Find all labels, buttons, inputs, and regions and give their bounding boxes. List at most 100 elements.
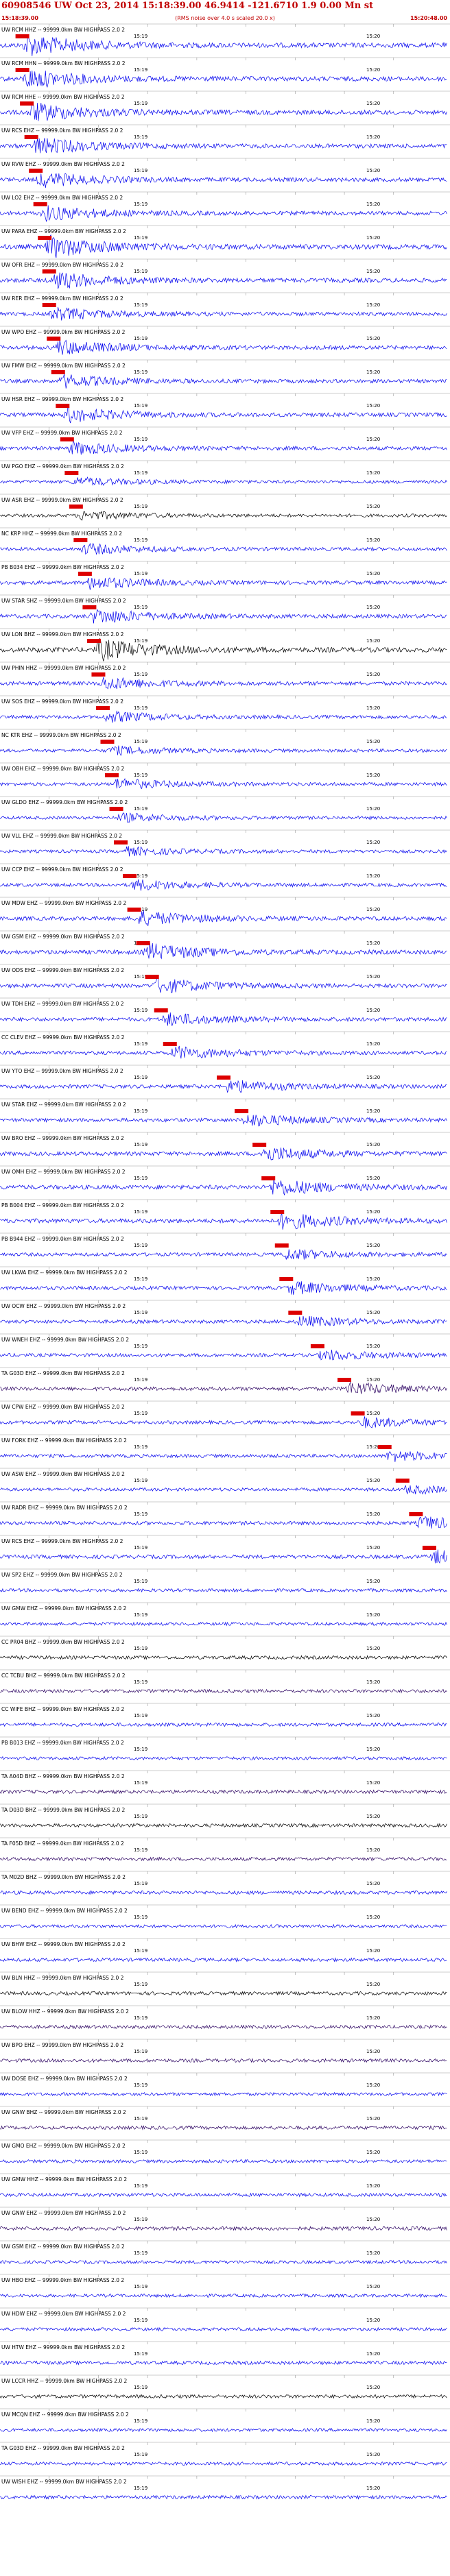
trace-row: UW SP2 EHZ -- 99999.0km BW HIGHPASS 2.0 … bbox=[0, 1568, 450, 1593]
trace-row: UW BEND EHZ -- 99999.0km BW HIGHPASS 2.0… bbox=[0, 1904, 450, 1929]
tick-label: 15:20 bbox=[366, 1646, 380, 1651]
tick-label: 15:19 bbox=[134, 537, 147, 543]
pick-marker bbox=[64, 471, 79, 475]
tick-label: 15:19 bbox=[134, 2015, 147, 2021]
tick-label: 15:19 bbox=[134, 638, 147, 644]
trace-label: TA A04D BHZ -- 99999.0km BW HIGHPASS 2.0… bbox=[1, 1773, 125, 1779]
tick-label: 15:20 bbox=[366, 1142, 380, 1147]
pick-marker bbox=[78, 572, 92, 576]
waveform bbox=[0, 339, 447, 355]
trace-label: UW RCM HHN -- 99999.0km BW HIGHPASS 2.0 … bbox=[1, 60, 126, 66]
trace-label: UW OBH EHZ -- 99999.0km BW HIGHPASS 2.0 … bbox=[1, 766, 124, 772]
tick-label: 15:19 bbox=[134, 2183, 147, 2189]
pick-marker bbox=[217, 1076, 230, 1080]
trace-row: TA M02D BHZ -- 99999.0km BW HIGHPASS 2.0… bbox=[0, 1871, 450, 1895]
tick-label: 15:19 bbox=[134, 134, 147, 140]
trace-row: UW RCS EHZ -- 99999.0km BW HIGHPASS 2.0 … bbox=[0, 124, 450, 154]
trace-row: UW MCQN EHZ -- 99999.0km BW HIGHPASS 2.0… bbox=[0, 2408, 450, 2433]
trace-row: UW GSM EHZ -- 99999.0km BW HIGHPASS 2.0 … bbox=[0, 930, 450, 960]
trace-row: UW ASR EHZ -- 99999.0km BW HIGHPASS 2.0 … bbox=[0, 494, 450, 521]
tick-label: 15:19 bbox=[134, 302, 147, 308]
trace-label: TA D03D BHZ -- 99999.0km BW HIGHPASS 2.0… bbox=[1, 1807, 126, 1813]
pick-marker bbox=[20, 101, 34, 106]
trace-row: PB B013 EHZ -- 99999.0km BW HIGHPASS 2.0… bbox=[0, 1736, 450, 1761]
pick-marker bbox=[29, 169, 43, 173]
trace-label: UW FMW EHZ -- 99999.0km BW HIGHPASS 2.0 … bbox=[1, 363, 126, 369]
tick-label: 15:19 bbox=[134, 672, 147, 677]
trace-label: CC CLEV EHZ -- 99999.0km BW HIGHPASS 2.0… bbox=[1, 1034, 125, 1041]
tick-label: 15:20 bbox=[366, 67, 380, 73]
waveform bbox=[0, 70, 447, 88]
trace-row: UW RADR EHZ -- 99999.0km BW HIGHPASS 2.0… bbox=[0, 1501, 450, 1529]
pick-marker bbox=[163, 1042, 177, 1046]
trace-row: UW GMO EHZ -- 99999.0km BW HIGHPASS 2.0 … bbox=[0, 2139, 450, 2164]
tick-label: 15:19 bbox=[134, 1814, 147, 1819]
waveform bbox=[0, 102, 447, 121]
trace-label: UW WISH EHZ -- 99999.0km BW HIGHPASS 2.0… bbox=[1, 2479, 127, 2485]
tick-label: 15:19 bbox=[134, 403, 147, 409]
tick-label: 15:20 bbox=[366, 2015, 380, 2021]
trace-label: UW DOSE EHZ -- 99999.0km BW HIGHPASS 2.0… bbox=[1, 2076, 128, 2082]
noise-note: (RMS noise over 4.0 s scaled 20.0 x) bbox=[175, 15, 275, 21]
pick-marker bbox=[15, 34, 29, 38]
trace-label: UW SP2 EHZ -- 99999.0km BW HIGHPASS 2.0 … bbox=[1, 1572, 123, 1578]
trace-row: UW PARA EHZ -- 99999.0km BW HIGHPASS 2.0… bbox=[0, 225, 450, 258]
tick-label: 15:20 bbox=[366, 134, 380, 140]
waveform bbox=[0, 36, 447, 56]
trace-row: UW HTW EHZ -- 99999.0km BW HIGHPASS 2.0 … bbox=[0, 2341, 450, 2366]
tick-label: 15:19 bbox=[134, 235, 147, 241]
pick-marker bbox=[261, 1176, 276, 1180]
tick-label: 15:20 bbox=[366, 1108, 380, 1114]
trace-label: UW ODS EHZ -- 99999.0km BW HIGHPASS 2.0 … bbox=[1, 967, 124, 973]
waveform bbox=[0, 1315, 447, 1327]
trace-row: UW WNEH EHZ -- 99999.0km BW HIGHPASS 2.0… bbox=[0, 1333, 450, 1361]
trace-label: UW WNEH EHZ -- 99999.0km BW HIGHPASS 2.0… bbox=[1, 1337, 129, 1343]
waveform bbox=[0, 2293, 447, 2298]
tick-label: 15:20 bbox=[366, 1713, 380, 1718]
trace-row: TA D03D BHZ -- 99999.0km BW HIGHPASS 2.0… bbox=[0, 1803, 450, 1828]
pick-marker bbox=[105, 773, 119, 777]
trace-label: UW OCW EHZ -- 99999.0km BW HIGHPASS 2.0 … bbox=[1, 1303, 126, 1309]
pick-marker bbox=[91, 672, 106, 677]
trace-label: UW GNW EHZ -- 99999.0km BW HIGHPASS 2.0 … bbox=[1, 2210, 126, 2216]
trace-label: CC TCBU BHZ -- 99999.0km BW HIGHPASS 2.0… bbox=[1, 1673, 126, 1679]
waveform bbox=[0, 710, 447, 723]
pick-marker bbox=[100, 740, 115, 744]
waveform bbox=[0, 374, 447, 389]
trace-row: UW LCCR HHZ -- 99999.0km BW HIGHPASS 2.0… bbox=[0, 2374, 450, 2399]
trace-row: UW BRO EHZ -- 99999.0km BW HIGHPASS 2.0 … bbox=[0, 1132, 450, 1161]
trace-label: TA G03D EHZ -- 99999.0km BW HIGHPASS 2.0… bbox=[1, 1370, 125, 1376]
waveform bbox=[0, 2427, 447, 2433]
tick-label: 15:20 bbox=[366, 1579, 380, 1584]
pick-marker bbox=[270, 1210, 285, 1214]
tick-label: 15:19 bbox=[134, 2250, 147, 2256]
tick-label: 15:19 bbox=[134, 1008, 147, 1013]
trace-row: CC CLEV EHZ -- 99999.0km BW HIGHPASS 2.0… bbox=[0, 1031, 450, 1059]
tick-label: 15:20 bbox=[366, 1008, 380, 1013]
tick-label: 15:19 bbox=[134, 1612, 147, 1618]
tick-label: 15:20 bbox=[366, 1982, 380, 1987]
pick-marker bbox=[310, 1344, 324, 1348]
trace-label: NC KRP HHZ -- 99999.0km BW HIGHPASS 2.0 … bbox=[1, 531, 122, 537]
pick-marker bbox=[33, 202, 47, 206]
trace-label: PB B013 EHZ -- 99999.0km BW HIGHPASS 2.0… bbox=[1, 1740, 124, 1746]
pick-marker bbox=[338, 1378, 352, 1382]
trace-label: UW HDW EHZ -- 99999.0km BW HIGHPASS 2.0 … bbox=[1, 2311, 126, 2317]
pick-marker bbox=[73, 538, 88, 542]
tick-label: 15:19 bbox=[134, 1276, 147, 1282]
tick-label: 15:19 bbox=[134, 773, 147, 778]
waveform bbox=[0, 910, 447, 927]
trace-label: UW BEND EHZ -- 99999.0km BW HIGHPASS 2.0… bbox=[1, 1908, 128, 1914]
pick-marker bbox=[38, 236, 52, 240]
end-time: 15:20:48.00 bbox=[410, 15, 447, 21]
tick-label: 15:19 bbox=[134, 806, 147, 812]
tick-label: 15:19 bbox=[134, 1176, 147, 1181]
pick-marker bbox=[109, 807, 123, 811]
waveform bbox=[0, 1178, 447, 1195]
waveform bbox=[0, 2394, 447, 2399]
tick-label: 15:19 bbox=[134, 1108, 147, 1114]
tick-label: 15:19 bbox=[134, 168, 147, 173]
waveform bbox=[0, 1212, 447, 1230]
tick-label: 15:20 bbox=[366, 873, 380, 879]
waveform bbox=[0, 306, 447, 321]
